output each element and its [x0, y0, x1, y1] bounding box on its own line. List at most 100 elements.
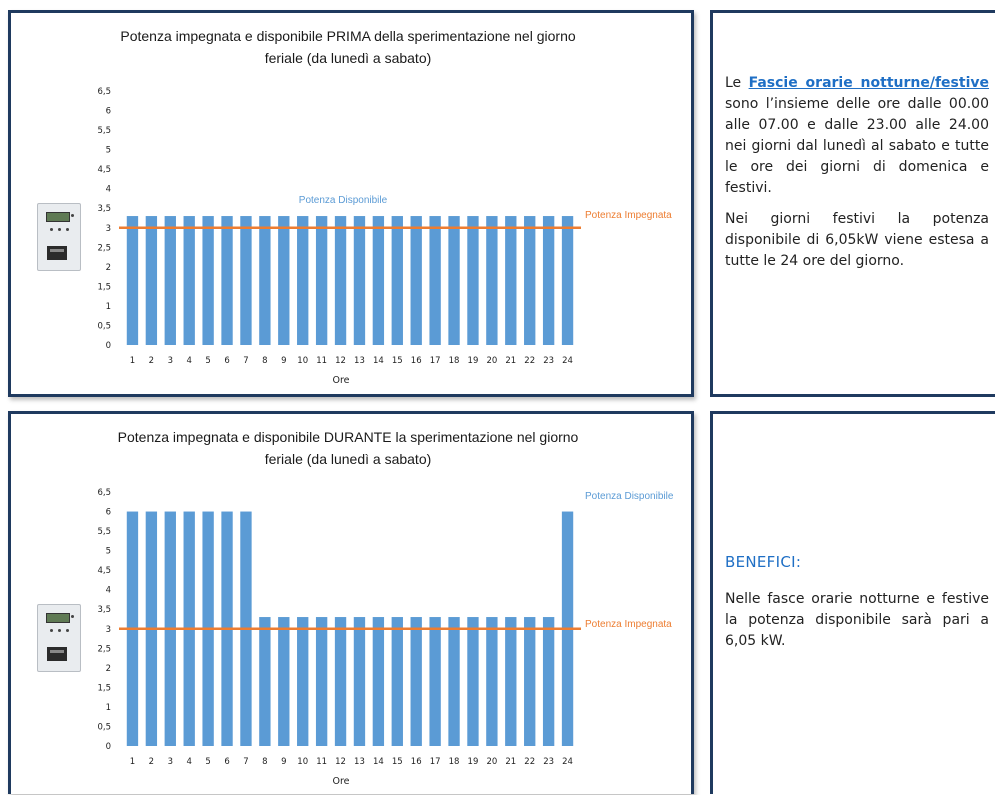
x-tick-label: 24	[562, 356, 573, 366]
bar	[467, 216, 479, 345]
x-tick-label: 1	[130, 356, 135, 366]
x-tick-label: 6	[224, 757, 229, 767]
x-tick-label: 14	[373, 757, 384, 767]
paragraph-festivi: Nei giorni festivi la potenza disponibil…	[725, 211, 989, 269]
bar	[448, 617, 460, 746]
series-label-disponibile: Potenza Disponibile	[299, 195, 388, 206]
chart-title-line1: Potenza impegnata e disponibile DURANTE …	[118, 429, 579, 445]
info-panel-benefici: BENEFICI: Nelle fasce orarie notturne e …	[710, 411, 995, 794]
text-rest: sono l’insieme delle ore dalle 00.00 all…	[725, 96, 989, 196]
x-tick-label: 15	[392, 757, 403, 767]
x-tick-label: 12	[335, 356, 346, 366]
y-tick-label: 5	[106, 547, 111, 557]
bar	[429, 216, 441, 345]
y-tick-label: 6	[106, 508, 111, 518]
x-tick-label: 12	[335, 757, 346, 767]
bar	[334, 216, 347, 345]
x-tick-label: 5	[205, 757, 210, 767]
x-tick-label: 22	[524, 757, 535, 767]
bar	[561, 216, 574, 345]
bar	[486, 617, 498, 746]
x-tick-label: 18	[449, 757, 460, 767]
bar	[542, 216, 555, 345]
bar	[278, 216, 290, 345]
x-tick-label: 7	[243, 757, 248, 767]
paragraph-definition: Le Fascie orarie notturne/festive sono l…	[725, 73, 989, 199]
bar	[429, 617, 441, 746]
bar	[278, 617, 290, 746]
series-label-impegnata: Potenza Impegnata	[585, 619, 672, 630]
x-tick-label: 19	[468, 757, 479, 767]
x-tick-label: 5	[205, 356, 210, 366]
benefici-heading: BENEFICI:	[725, 553, 802, 571]
x-tick-label: 4	[186, 757, 191, 767]
y-tick-label: 2	[106, 664, 111, 674]
x-tick-label: 9	[281, 757, 286, 767]
x-tick-label: 20	[486, 757, 497, 767]
electricity-meter-icon	[37, 604, 81, 672]
x-tick-label: 23	[543, 757, 554, 767]
x-tick-label: 21	[505, 757, 516, 767]
x-tick-label: 13	[354, 356, 365, 366]
x-tick-label: 20	[486, 356, 497, 366]
x-tick-label: 2	[149, 757, 154, 767]
y-tick-label: 5	[106, 146, 111, 156]
bar	[353, 216, 366, 345]
info-text: Le Fascie orarie notturne/festive sono l…	[725, 73, 989, 282]
fascie-orarie-link[interactable]: Fascie orarie notturne/festive	[748, 75, 990, 91]
bar	[202, 216, 214, 345]
electricity-meter-icon	[37, 203, 81, 271]
y-tick-label: 4,5	[97, 165, 111, 175]
y-tick-label: 0	[106, 341, 111, 351]
bar	[391, 216, 403, 345]
x-axis-title: Ore	[332, 776, 349, 787]
bar	[410, 617, 422, 746]
bar	[297, 617, 309, 746]
y-tick-label: 2,5	[97, 644, 111, 654]
chart-title-line2: feriale (da lunedì a sabato)	[265, 50, 432, 66]
benefici-text: BENEFICI: Nelle fasce orarie notturne e …	[725, 552, 989, 662]
x-tick-label: 22	[524, 356, 535, 366]
y-tick-label: 0,5	[97, 722, 111, 732]
x-tick-label: 16	[411, 757, 422, 767]
paragraph-benefici: Nelle fasce orarie notturne e festive la…	[725, 591, 989, 649]
x-axis-title: Ore	[332, 375, 349, 386]
bar	[240, 216, 252, 345]
bar	[183, 216, 195, 345]
bar	[164, 216, 176, 345]
chart-title-line2: feriale (da lunedì a sabato)	[265, 451, 432, 467]
y-tick-label: 0,5	[97, 321, 111, 331]
bar	[542, 617, 555, 746]
x-tick-label: 11	[316, 757, 327, 767]
x-tick-label: 23	[543, 356, 554, 366]
x-tick-label: 6	[224, 356, 229, 366]
bar	[297, 216, 309, 345]
y-tick-label: 1	[106, 703, 111, 713]
x-tick-label: 1	[130, 757, 135, 767]
y-tick-label: 4	[106, 185, 111, 195]
bar	[334, 617, 347, 746]
bar	[315, 617, 328, 746]
bar	[372, 216, 385, 345]
y-tick-label: 0	[106, 742, 111, 752]
x-tick-label: 3	[168, 757, 173, 767]
bar	[391, 617, 403, 746]
x-tick-label: 17	[430, 356, 441, 366]
x-tick-label: 16	[411, 356, 422, 366]
y-tick-label: 1,5	[97, 683, 111, 693]
bar	[524, 216, 536, 345]
y-tick-label: 3,5	[97, 204, 111, 214]
x-tick-label: 13	[354, 757, 365, 767]
bar	[145, 216, 158, 345]
y-tick-label: 6	[106, 107, 111, 117]
y-tick-label: 3	[106, 625, 111, 635]
bar	[372, 617, 385, 746]
bar	[259, 216, 271, 345]
bar	[259, 617, 271, 746]
x-tick-label: 7	[243, 356, 248, 366]
chart-during: Potenza impegnata e disponibile DURANTE …	[97, 429, 673, 787]
chart-panel-before: Potenza impegnata e disponibile PRIMA de…	[8, 10, 694, 397]
bar	[221, 216, 233, 345]
chart-title-line1: Potenza impegnata e disponibile PRIMA de…	[120, 28, 575, 44]
x-tick-label: 8	[262, 356, 267, 366]
